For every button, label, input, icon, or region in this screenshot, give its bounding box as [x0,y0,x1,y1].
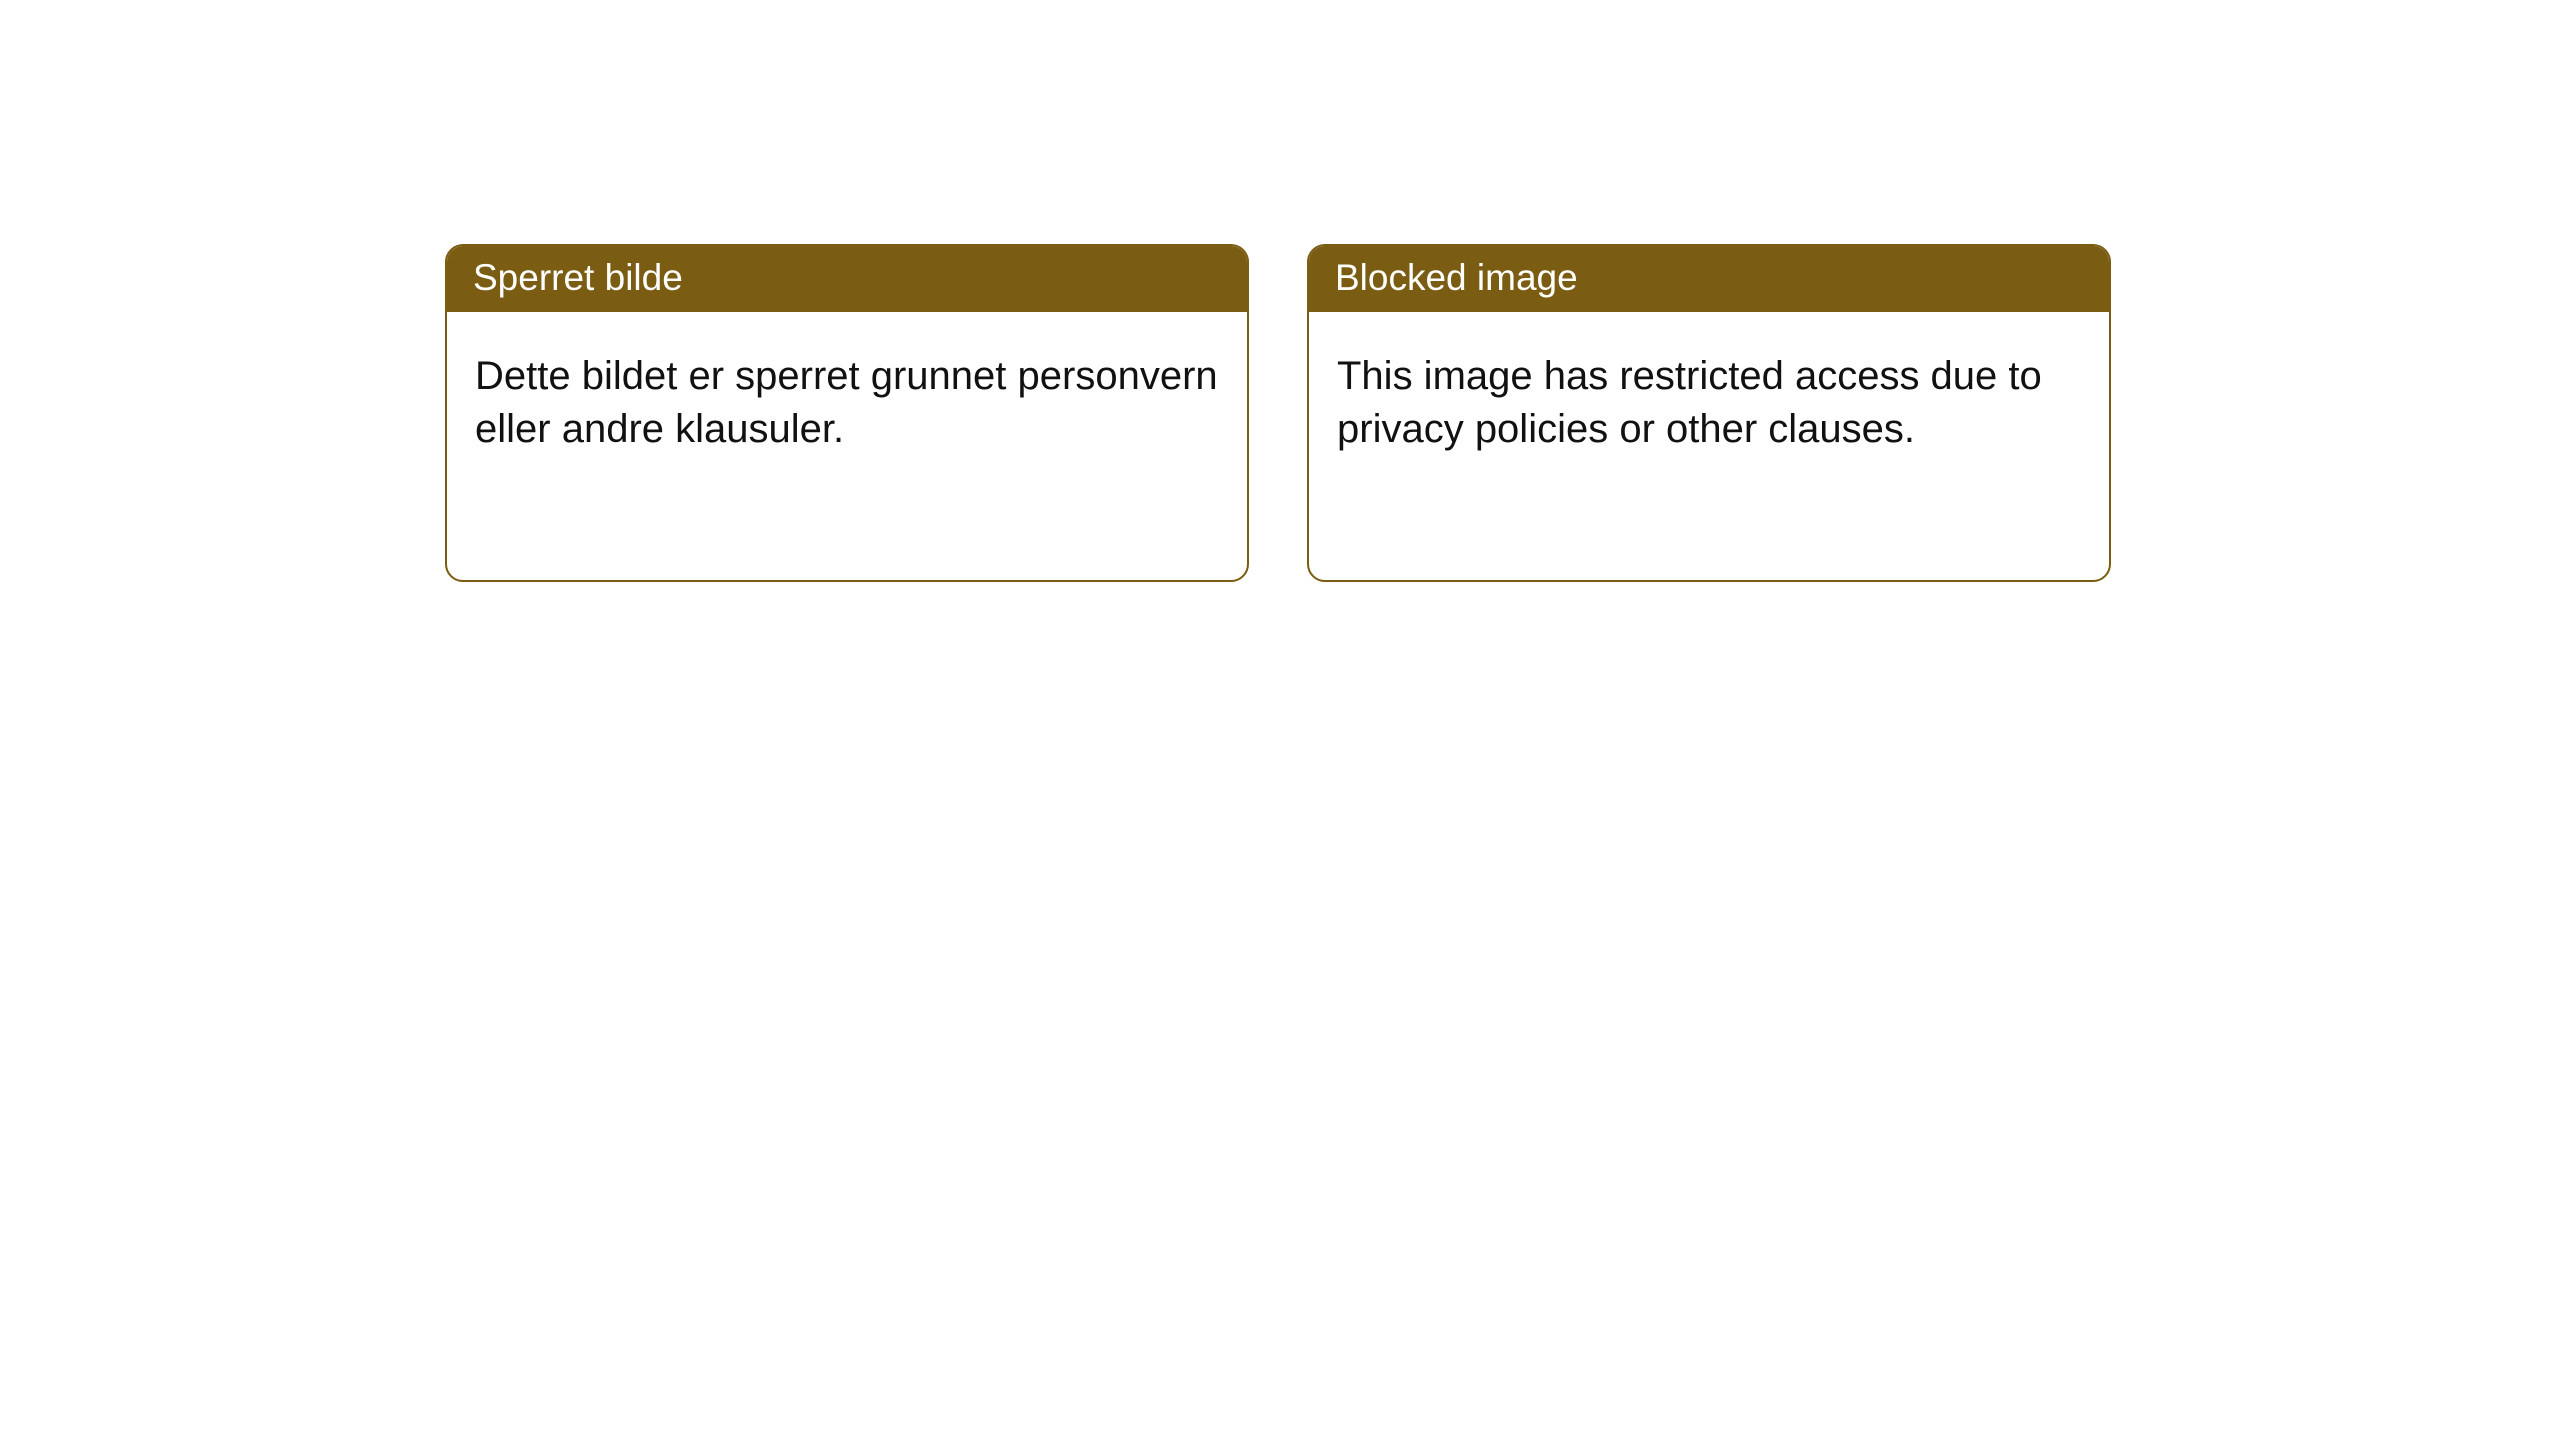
blocked-image-card-en: Blocked image This image has restricted … [1307,244,2111,582]
card-body-text: Dette bildet er sperret grunnet personve… [475,354,1218,451]
blocked-image-card-no: Sperret bilde Dette bildet er sperret gr… [445,244,1249,582]
card-header: Sperret bilde [447,246,1247,312]
notice-cards-row: Sperret bilde Dette bildet er sperret gr… [0,0,2560,582]
card-header: Blocked image [1309,246,2109,312]
card-body: This image has restricted access due to … [1309,312,2109,484]
card-body: Dette bildet er sperret grunnet personve… [447,312,1247,484]
card-title: Blocked image [1335,257,1578,298]
card-body-text: This image has restricted access due to … [1337,354,2042,451]
card-title: Sperret bilde [473,257,683,298]
